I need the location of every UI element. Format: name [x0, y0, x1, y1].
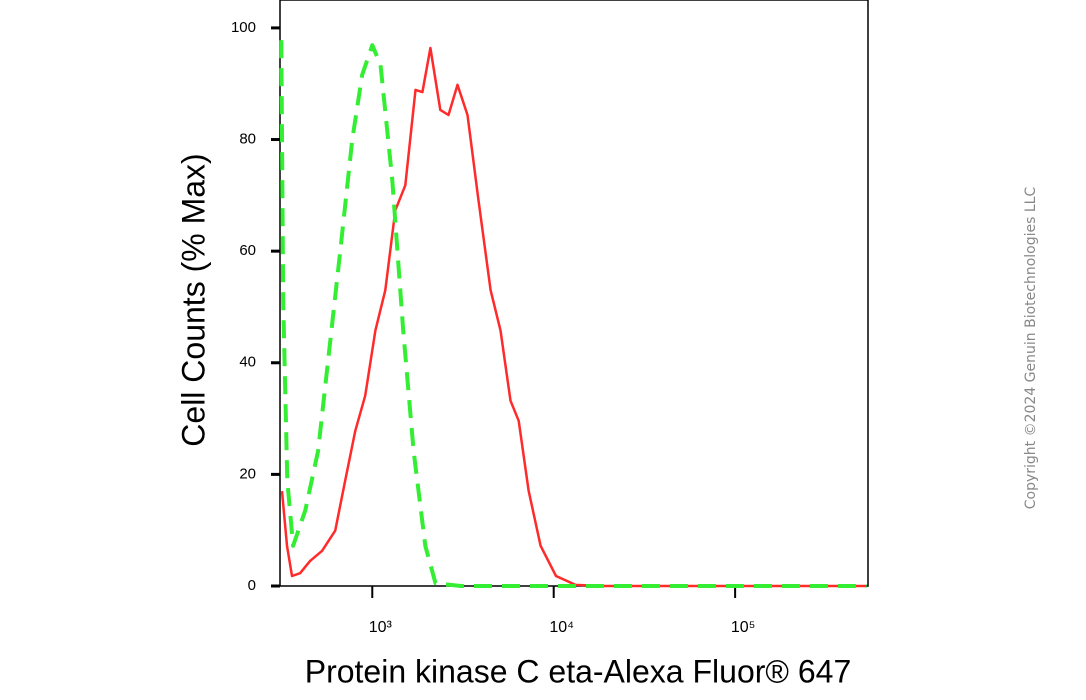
x-tick-label: 10⁵	[731, 619, 755, 636]
x-axis-label: Protein kinase C eta-Alexa Fluor® 647	[305, 653, 852, 689]
y-tick-label: 60	[239, 242, 256, 259]
y-tick-label: 40	[239, 354, 256, 371]
y-tick-label: 80	[239, 130, 256, 147]
plot-frame	[279, 0, 869, 587]
x-tick-label: 10⁴	[549, 619, 574, 636]
y-tick-label: 20	[239, 465, 256, 482]
copyright: Copyright ©2024 Genuin Biotechnologies L…	[1023, 187, 1039, 510]
series-line	[279, 40, 867, 588]
x-tick-label: 10³	[369, 619, 393, 636]
y-tick-label: 100	[231, 19, 256, 36]
y-axis-label: Cell Counts (% Max)	[175, 153, 211, 446]
y-tick-label: 0	[248, 577, 256, 594]
series-line	[280, 46, 867, 588]
